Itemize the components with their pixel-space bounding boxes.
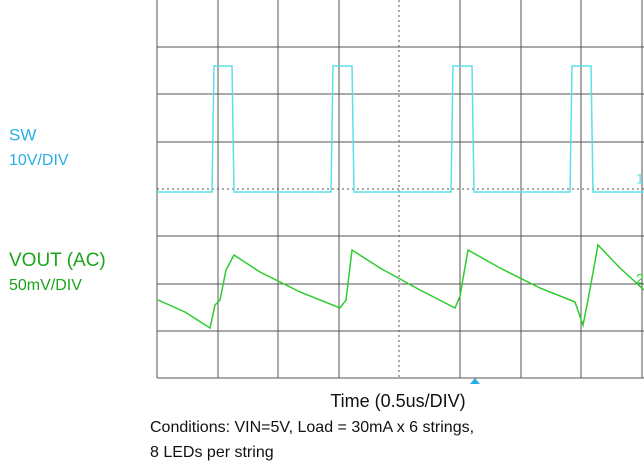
- vout-waveform: [157, 243, 644, 330]
- conditions-line: Conditions: VIN=5V, Load = 30mA x 6 stri…: [150, 419, 474, 436]
- trigger-marker: [470, 378, 480, 384]
- vout-marker: 2: [636, 271, 644, 287]
- vout-scale: 50mV/DIV: [9, 277, 82, 294]
- sw-scale: 10V/DIV: [9, 152, 69, 169]
- time-label: Time (0.5us/DIV): [330, 391, 465, 411]
- vout-label: VOUT (AC): [9, 250, 106, 271]
- scope-grid: [156, 0, 644, 379]
- sw-marker: 1: [636, 171, 644, 187]
- sw-label: SW: [9, 125, 36, 144]
- conditions-line: 8 LEDs per string: [150, 444, 274, 461]
- sw-waveform: [157, 65, 644, 193]
